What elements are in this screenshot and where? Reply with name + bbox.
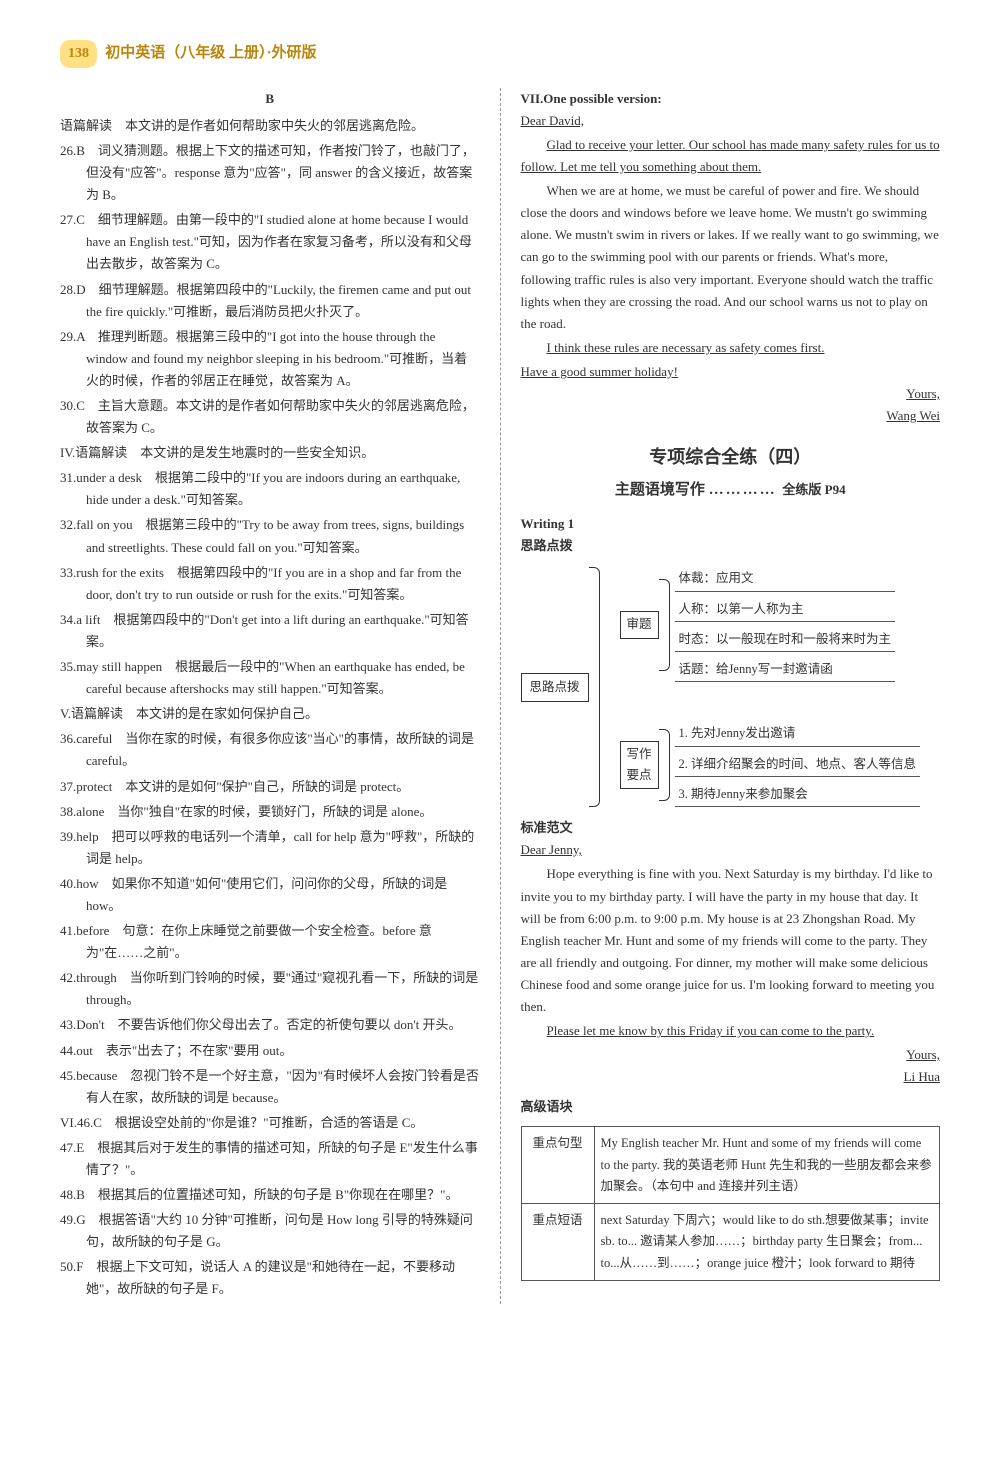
section-v: V.语篇解读 本文讲的是在家如何保护自己。	[60, 703, 480, 725]
answer-36: 36.careful 当你在家的时候，有很多你应该"当心"的事情，故所缺的词是 …	[60, 728, 480, 772]
page-reference: 全练版 P94	[782, 482, 845, 497]
letter-salutation: Dear David,	[521, 110, 941, 132]
section-b-label: B	[60, 88, 480, 110]
model-essay-label: 标准范文	[521, 817, 941, 839]
leaf-point-2: 2. 详细介绍聚会的时间、地点、客人等信息	[675, 753, 921, 777]
essay-yours: Yours,	[521, 1044, 941, 1066]
answer-45: 45.because 忽视门铃不是一个好主意，"因为"有时候坏人会按门铃看是否有…	[60, 1065, 480, 1109]
answer-46: VI.46.C 根据设空处前的"你是谁？"可推断，合适的答语是 C。	[60, 1112, 480, 1134]
left-column: B 语篇解读 本文讲的是作者如何帮助家中失火的邻居逃离危险。 26.B 词义猜测…	[60, 88, 480, 1304]
answer-48: 48.B 根据其后的位置描述可知，所缺的句子是 B"你现在在哪里？"。	[60, 1184, 480, 1206]
letter-para-1: Glad to receive your letter. Our school …	[521, 134, 941, 178]
outline-label: 思路点拨	[521, 535, 941, 557]
answer-38: 38.alone 当你"独自"在家的时候，要锁好门，所缺的词是 alone。	[60, 801, 480, 823]
vocabulary-table: 重点句型 My English teacher Mr. Hunt and som…	[521, 1126, 941, 1281]
row-label-sentence: 重点句型	[521, 1127, 594, 1204]
answer-28: 28.D 细节理解题。根据第四段中的"Luckily, the firemen …	[60, 279, 480, 323]
answer-32: 32.fall on you 根据第三段中的"Try to be away fr…	[60, 514, 480, 558]
row-content-phrases: next Saturday 下周六；would like to do sth.想…	[594, 1204, 940, 1281]
passage-intro: 语篇解读 本文讲的是作者如何帮助家中失火的邻居逃离危险。	[60, 115, 480, 137]
answer-41: 41.before 句意：在你上床睡觉之前要做一个安全检查。before 意为"…	[60, 920, 480, 964]
answer-26: 26.B 词义猜测题。根据上下文的描述可知，作者按门铃了，也敲门了，但没有"应答…	[60, 140, 480, 206]
answer-34: 34.a lift 根据第四段中的"Don't get into a lift …	[60, 609, 480, 653]
letter-para-4: Have a good summer holiday!	[521, 361, 941, 383]
subtitle-text: 主题语境写作	[615, 482, 705, 498]
answer-35: 35.may still happen 根据最后一段中的"When an ear…	[60, 656, 480, 700]
row-label-phrases: 重点短语	[521, 1204, 594, 1281]
essay-salutation: Dear Jenny,	[521, 839, 941, 861]
answer-43: 43.Don't 不要告诉他们你父母出去了。否定的祈使句要以 don't 开头。	[60, 1014, 480, 1036]
answer-33: 33.rush for the exits 根据第四段中的"If you are…	[60, 562, 480, 606]
leaf-point-1: 1. 先对Jenny发出邀请	[675, 722, 921, 746]
answer-50: 50.F 根据上下文可知，说话人 A 的建议是"和她待在一起，不要移动她"，故所…	[60, 1256, 480, 1300]
diagram-node-review: 审题	[620, 611, 659, 638]
mind-map-diagram: 思路点拨 审题 体裁：应用文 人称：以第一人称为主 时态：以一般现在时和一般将来…	[521, 567, 941, 807]
diagram-root: 思路点拨	[521, 673, 589, 702]
section-vii: VII.One possible version:	[521, 88, 941, 110]
diagram-node-points: 写作 要点	[620, 741, 659, 790]
answer-37: 37.protect 本文讲的是如何"保护"自己，所缺的词是 protect。	[60, 776, 480, 798]
essay-closing: Please let me know by this Friday if you…	[521, 1020, 941, 1042]
row-content-sentence: My English teacher Mr. Hunt and some of …	[594, 1127, 940, 1204]
answer-27: 27.C 细节理解题。由第一段中的"I studied alone at hom…	[60, 209, 480, 275]
answer-42: 42.through 当你听到门铃响的时候，要"通过"窥视孔看一下，所缺的词是 …	[60, 967, 480, 1011]
header-title: 初中英语（八年级 上册）·外研版	[105, 45, 316, 61]
leaf-genre: 体裁：应用文	[675, 567, 896, 591]
answer-40: 40.how 如果你不知道"如何"使用它们，问问你的父母，所缺的词是 how。	[60, 873, 480, 917]
leaf-point-3: 3. 期待Jenny来参加聚会	[675, 783, 921, 807]
answer-44: 44.out 表示"出去了；不在家"要用 out。	[60, 1040, 480, 1062]
letter-yours: Yours,	[521, 383, 941, 405]
answer-47: 47.E 根据其后对于发生的事情的描述可知，所缺的句子是 E"发生什么事情了？"…	[60, 1137, 480, 1181]
letter-signature: Wang Wei	[521, 405, 941, 427]
essay-signature: Li Hua	[521, 1066, 941, 1088]
dots-separator: …………	[709, 482, 783, 498]
special-practice-title: 专项综合全练（四）	[521, 442, 941, 473]
letter-para-3: I think these rules are necessary as saf…	[521, 337, 941, 359]
leaf-person: 人称：以第一人称为主	[675, 598, 896, 622]
answer-39: 39.help 把可以呼救的电话列一个清单，call for help 意为"呼…	[60, 826, 480, 870]
table-row: 重点句型 My English teacher Mr. Hunt and som…	[521, 1127, 940, 1204]
leaf-topic: 话题：给Jenny写一封邀请函	[675, 658, 896, 682]
content-columns: B 语篇解读 本文讲的是作者如何帮助家中失火的邻居逃离危险。 26.B 词义猜测…	[60, 88, 940, 1304]
section-iv: IV.语篇解读 本文讲的是发生地震时的一些安全知识。	[60, 442, 480, 464]
advanced-chunks-label: 高级语块	[521, 1096, 941, 1118]
table-row: 重点短语 next Saturday 下周六；would like to do …	[521, 1204, 940, 1281]
answer-49: 49.G 根据答语"大约 10 分钟"可推断，问句是 How long 引导的特…	[60, 1209, 480, 1253]
answer-29: 29.A 推理判断题。根据第三段中的"I got into the house …	[60, 326, 480, 392]
answer-31: 31.under a desk 根据第二段中的"If you are indoo…	[60, 467, 480, 511]
answer-30: 30.C 主旨大意题。本文讲的是作者如何帮助家中失火的邻居逃离危险，故答案为 C…	[60, 395, 480, 439]
leaf-tense: 时态：以一般现在时和一般将来时为主	[675, 628, 896, 652]
writing-1-label: Writing 1	[521, 513, 941, 535]
essay-body: Hope everything is fine with you. Next S…	[521, 863, 941, 1018]
topic-subtitle: 主题语境写作 ………… 全练版 P94	[521, 478, 941, 504]
page-number-badge: 138	[60, 40, 97, 68]
page-header: 138 初中英语（八年级 上册）·外研版	[60, 40, 940, 68]
right-column: VII.One possible version: Dear David, Gl…	[500, 88, 941, 1304]
letter-para-2: When we are at home, we must be careful …	[521, 180, 941, 335]
